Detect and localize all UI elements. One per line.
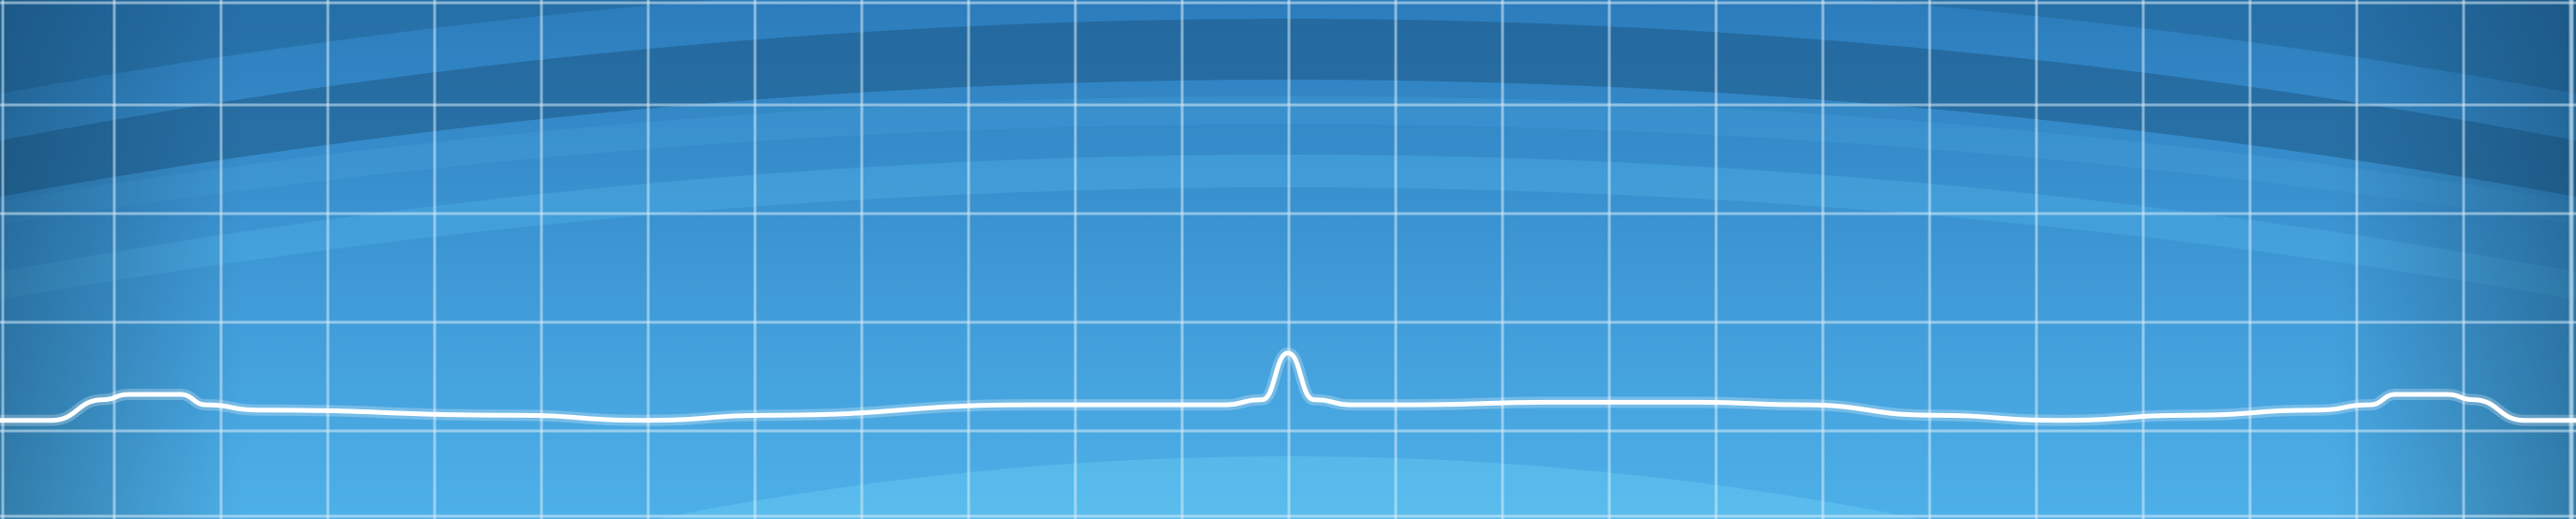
series-line (0, 350, 2576, 423)
series-layer (0, 347, 2576, 426)
background-band-dark-upper (0, 0, 2576, 94)
background-shade-left (0, 0, 244, 519)
background-band-dark-top (0, 19, 2576, 197)
background-band-light (0, 155, 2576, 300)
background-shade-right (2332, 0, 2576, 519)
background-band-mid (0, 96, 2576, 225)
